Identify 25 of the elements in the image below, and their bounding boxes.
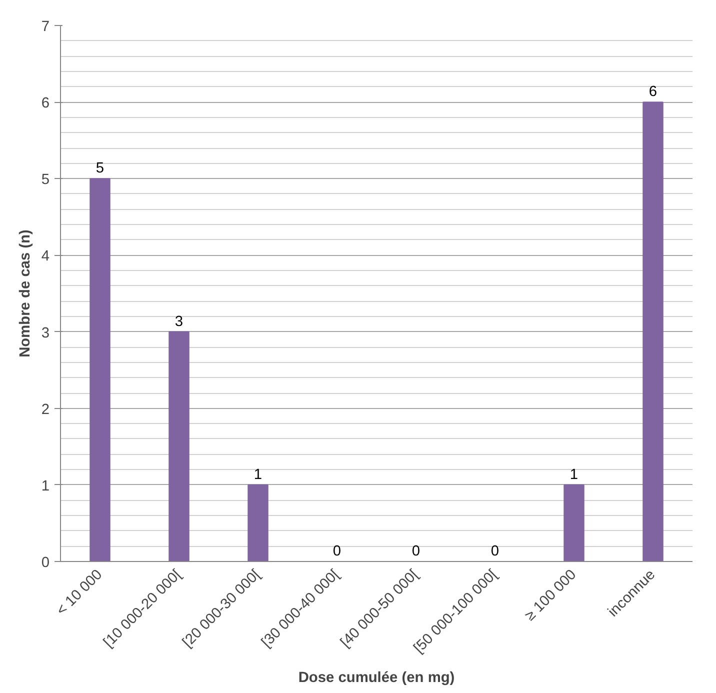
y-tick-label: 2 [41,402,50,418]
y-tick-label: 1 [41,478,50,494]
y-tick-label: 6 [41,96,50,112]
data-label: 0 [332,544,342,560]
data-label: 0 [490,544,500,560]
data-label: 6 [648,84,658,100]
y-tick-label: 5 [41,172,50,188]
x-tick-label: < 10 000 [54,566,106,619]
bar [248,484,268,562]
bar [642,102,664,562]
bar [90,178,110,562]
x-axis-title: Dose cumulée (en mg) [298,670,455,686]
y-tick-label: 7 [41,19,50,35]
y-axis-title: Nombre de cas (n) [17,229,34,358]
bar [168,331,190,562]
data-label: 3 [174,314,184,330]
data-label: 1 [254,466,262,483]
x-tick-label: ≥ 100 000 [522,566,580,624]
y-tick-label: 4 [41,248,50,265]
bar [564,484,584,562]
data-label: 0 [412,544,420,560]
y-tick-label: 0 [41,555,50,571]
data-label: 5 [96,160,104,177]
y-tick-label: 3 [41,325,50,342]
data-label: 1 [570,466,578,483]
